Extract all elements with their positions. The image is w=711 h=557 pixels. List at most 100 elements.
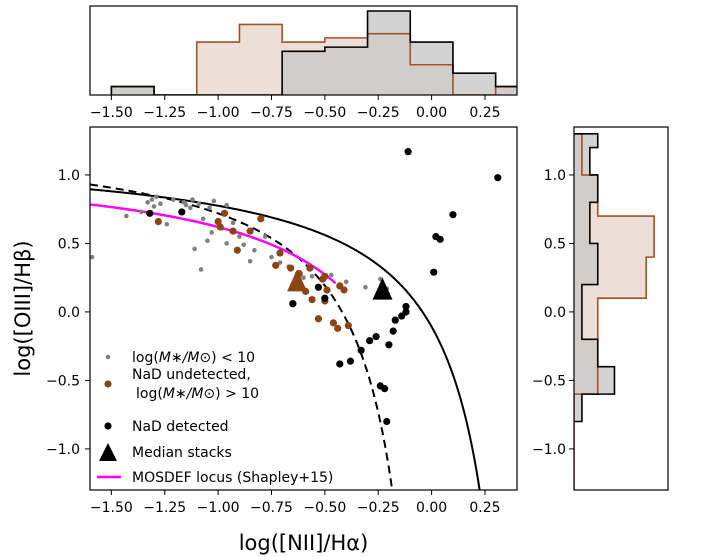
y-tick-label: 0.0 <box>58 305 80 321</box>
detected-point <box>346 357 355 365</box>
detected-point <box>402 302 410 311</box>
undetected-point <box>323 286 331 294</box>
legend-undetected-label-line2: log(M∗/M⊙) > 10 <box>136 386 259 402</box>
detected-point <box>385 341 393 349</box>
x-tick-label: −1.50 <box>90 500 133 516</box>
lowmass-point <box>328 272 334 278</box>
x-tick-label: −0.50 <box>303 500 346 516</box>
detected-point <box>389 327 397 335</box>
top-x-tick-label: −1.00 <box>197 105 240 121</box>
lowmass-point <box>309 274 315 279</box>
top-x-tick-label: −0.25 <box>357 105 400 121</box>
x-tick-label: −1.00 <box>197 500 240 516</box>
right-hist-fill <box>574 133 615 422</box>
top-marginal-histogram: −1.50 −1.25 −1.00 −0.75 −0.50 −0.25 0.00 0.25 <box>89 5 518 121</box>
right-y-tick-label: 0.5 <box>544 236 566 252</box>
detected-point <box>178 208 186 216</box>
undetected-point <box>336 282 344 290</box>
undetected-point <box>220 209 229 217</box>
lowmass-point <box>198 267 204 272</box>
right-y-tick-label: −1.0 <box>532 442 566 458</box>
detected-point <box>391 316 399 324</box>
right-hist-outline <box>574 133 655 490</box>
lowmass-point <box>301 275 306 280</box>
lowmass-point <box>241 242 247 248</box>
lowmass-point <box>211 198 217 204</box>
legend-stacks-label: Median stacks <box>132 445 232 461</box>
detected-point <box>381 385 389 393</box>
lowmass-point <box>145 200 150 205</box>
lowmass-point <box>363 284 368 290</box>
lowmass-point <box>224 241 229 246</box>
lowmass-point <box>252 247 257 253</box>
lowmass-point <box>224 202 229 208</box>
lowmass-point <box>151 204 157 209</box>
lowmass-point <box>90 254 95 260</box>
detected-point <box>430 268 438 276</box>
top-x-tick-label: −1.50 <box>90 105 133 121</box>
right-y-tick-label: −0.5 <box>532 373 566 389</box>
x-tick-label: −0.75 <box>250 500 293 516</box>
lowmass-point <box>158 201 163 207</box>
detected-point <box>357 346 365 354</box>
lowmass-point <box>205 238 210 243</box>
lowmass-point <box>170 197 176 202</box>
detected-point <box>366 337 374 345</box>
lowmass-point <box>209 230 214 235</box>
lowmass-point <box>123 213 129 219</box>
lowmass-point <box>343 279 349 285</box>
undetected-point <box>233 246 241 254</box>
median-stack-triangle <box>372 277 393 300</box>
right-y-tick-label: 0.0 <box>544 305 566 321</box>
undetected-point <box>321 272 329 280</box>
detected-point <box>383 417 391 426</box>
lowmass-point <box>188 205 193 211</box>
right-hist-fill <box>574 133 655 490</box>
bpt-diagram: −1.50 −1.25 −1.00 −0.75 −0.50 −0.25 0.00 0.25 −1… <box>11 126 518 555</box>
lowmass-point <box>164 221 170 227</box>
detected-point <box>404 148 412 156</box>
detected-point <box>314 283 323 291</box>
legend-mosdef-label: MOSDEF locus (Shapley+15) <box>132 470 333 486</box>
undetected-point <box>154 217 162 226</box>
legend-detected-marker <box>104 422 112 430</box>
undetected-point <box>276 249 284 257</box>
lowmass-point <box>153 194 159 200</box>
legend-lowmass-marker <box>105 354 111 360</box>
y-tick-label: 1.0 <box>58 168 80 184</box>
y-tick-label: −0.5 <box>46 373 80 389</box>
x-tick-label: −1.25 <box>143 500 186 516</box>
right-hist-outline <box>574 133 616 423</box>
right-y-tick-label: 1.0 <box>544 168 566 184</box>
legend-undetected-marker <box>104 380 112 388</box>
undetected-point <box>308 295 316 304</box>
undetected-point <box>287 264 295 272</box>
undetected-point <box>272 261 280 269</box>
lowmass-point <box>138 209 144 215</box>
lowmass-point <box>200 216 206 222</box>
median-stack-triangle <box>287 269 308 292</box>
detected-point <box>336 360 344 368</box>
detected-point <box>372 332 380 341</box>
legend-detected-label: NaD detected <box>132 419 229 435</box>
lowmass-point <box>149 197 155 202</box>
lowmass-point <box>230 220 236 226</box>
undetected-point <box>246 227 254 235</box>
top-x-tick-label: 0.25 <box>469 105 500 121</box>
detected-point <box>321 294 329 302</box>
legend-undetected-label: NaD undetected, <box>132 367 251 383</box>
legend-lowmass-label: log(M∗/M⊙) < 10 <box>132 350 255 366</box>
undetected-point <box>344 322 352 330</box>
undetected-point <box>257 215 265 223</box>
top-x-tick-label: −0.50 <box>303 105 346 121</box>
top-hist-outline <box>110 10 517 95</box>
mosdef-locus-line <box>90 203 337 285</box>
x-tick-label: 0.25 <box>469 500 500 516</box>
lowmass-point <box>247 258 253 264</box>
lowmass-point <box>183 202 189 208</box>
lowmass-point <box>196 201 202 207</box>
undetected-point <box>314 315 323 323</box>
y-axis-label: log([OIII]/Hβ) <box>11 240 35 376</box>
